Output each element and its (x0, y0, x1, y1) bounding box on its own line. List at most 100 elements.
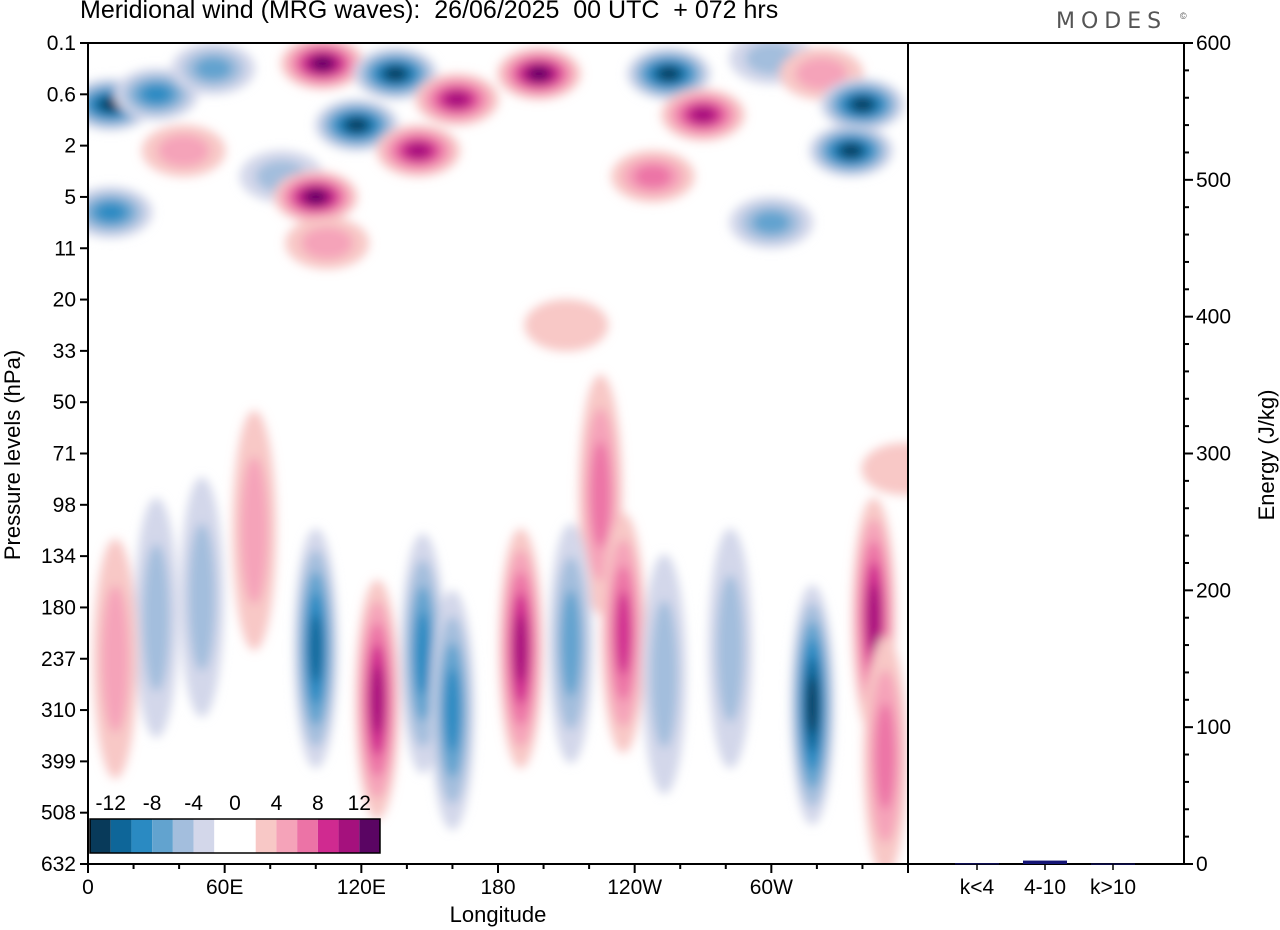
colorbar-label: -4 (184, 792, 203, 815)
wind-anomaly-positive-15 (691, 107, 715, 123)
wind-anomaly-positive-38 (867, 583, 881, 652)
wind-anomaly-positive-32 (514, 614, 528, 683)
wind-anomaly-negative-14 (658, 67, 680, 81)
wind-anomaly-negative-30 (415, 611, 431, 696)
energy-axis: 0 100 200 300 400 500 600 (1184, 32, 1231, 876)
colorbar-swatch (297, 819, 318, 853)
longitude-axis: 0 60E 120E 180 120W 60W (82, 864, 909, 899)
x-tick-label: 120W (607, 876, 662, 899)
colorbar-label: 4 (271, 792, 283, 815)
brand-copyright-mark: © (1180, 11, 1187, 21)
y-tick-label: 0.1 (47, 32, 76, 55)
colorbar-label: -8 (143, 792, 162, 815)
energy-tick-label: 300 (1196, 443, 1231, 466)
brand-logo: MODES (1056, 9, 1168, 34)
wind-anomaly-negative-19 (852, 98, 873, 111)
energy-category-label: 4-10 (1024, 876, 1066, 899)
wind-anomaly-negative-31 (444, 668, 461, 752)
colorbar-swatch (172, 819, 194, 853)
y-tick-label: 310 (41, 699, 76, 722)
y-tick-label: 50 (53, 391, 76, 414)
energy-category-label: k>10 (1090, 876, 1136, 899)
y-axis-title: Pressure levels (hPa) (0, 350, 25, 560)
energy-tick-label: 100 (1196, 716, 1231, 739)
x-tick-label: 60W (750, 876, 793, 899)
y-tick-label: 180 (41, 596, 76, 619)
wind-anomaly-negative-36 (716, 574, 744, 723)
y-tick-label: 71 (53, 443, 76, 466)
colorbar-swatch (214, 819, 256, 853)
colorbar-swatch (276, 819, 298, 853)
energy-tick-label: 500 (1196, 169, 1231, 192)
energy-bar-4-10 (1023, 860, 1067, 864)
x-tick-label: 60E (206, 876, 243, 899)
wind-anomaly-positive-27 (101, 584, 129, 733)
y-tick-label: 0.6 (47, 83, 76, 106)
y-tick-label: 399 (41, 750, 76, 773)
y-tick-label: 33 (53, 340, 76, 363)
wind-anomaly-negative-2 (194, 57, 232, 81)
wind-anomaly-negative-0 (100, 98, 121, 111)
colorbar: -12 -8 -4 0 4 8 12 (89, 792, 381, 854)
energy-bar-k<4 (955, 863, 999, 865)
colorbar-swatch (338, 819, 360, 853)
y-tick-label: 98 (53, 494, 76, 517)
wind-anomaly-positive-13 (528, 67, 550, 81)
y-tick-label: 632 (41, 853, 76, 876)
wind-anomaly-negative-21 (752, 210, 791, 235)
x-tick-label: 0 (82, 876, 94, 899)
colorbar-swatch (152, 819, 173, 853)
wind-anomaly-negative-33 (561, 590, 581, 697)
colorbar-frame (89, 818, 381, 854)
wind-anomaly-positive-23 (590, 441, 611, 548)
colorbar-label: -12 (96, 792, 126, 815)
wind-anomaly-negative-5 (96, 203, 126, 222)
colorbar-swatch (317, 819, 339, 853)
colorbar-swatch (359, 819, 380, 853)
colorbar-swatch (131, 819, 153, 853)
wind-anomaly-positive-16 (634, 164, 672, 189)
wind-anomaly-positive-9 (305, 190, 326, 204)
wind-anomaly-positive-39 (875, 702, 896, 810)
x-tick-label: 180 (480, 876, 515, 899)
colorbar-swatch (255, 819, 277, 853)
energy-axis-title: Energy (J/kg) (1254, 390, 1279, 521)
x-tick-label: 120E (337, 876, 386, 899)
contour-layer (88, 43, 908, 864)
wind-anomaly-positive-12 (445, 92, 469, 107)
wind-anomaly-negative-25 (188, 523, 216, 671)
y-tick-label: 5 (64, 186, 76, 209)
energy-category-label: k<4 (960, 876, 995, 899)
wind-anomaly-positive-10 (406, 143, 431, 159)
y-tick-label: 11 (54, 237, 76, 260)
energy-bars: k<4 4-10 k>10 (955, 860, 1136, 899)
wind-anomaly-negative-28 (309, 614, 323, 683)
y-tick-label: 134 (41, 545, 76, 568)
wind-anomaly-negative-20 (840, 144, 862, 158)
chart-title: Meridional wind (MRG waves): 26/06/2025 … (80, 0, 779, 24)
x-axis-title: Longitude (450, 902, 547, 927)
colorbar-swatch (90, 819, 111, 853)
wind-anomaly-positive-40 (861, 442, 908, 495)
wind-anomaly-negative-8 (346, 118, 367, 132)
colorbar-swatch (110, 819, 132, 853)
wind-anomaly-positive-11 (301, 227, 353, 260)
y-tick-label: 508 (41, 802, 76, 825)
contour-field (88, 43, 908, 864)
energy-tick-label: 600 (1196, 32, 1231, 55)
wind-anomaly-positive-29 (370, 665, 384, 735)
wind-anomaly-negative-1 (141, 85, 171, 104)
wind-anomaly-negative-7 (385, 67, 406, 81)
colorbar-label: 0 (229, 792, 241, 815)
wind-anomaly-positive-24 (240, 456, 268, 605)
wind-anomaly-positive-6 (312, 57, 333, 70)
wind-anomaly-negative-37 (807, 675, 818, 735)
wind-anomaly-negative-35 (650, 600, 678, 748)
energy-tick-label: 400 (1196, 306, 1231, 329)
energy-tick-label: 0 (1196, 853, 1208, 876)
pressure-axis: 0.1 0.6 2 5 11 20 33 50 71 98 134 180 237 310 399 508 63… (41, 32, 88, 876)
wind-anomaly-positive-34 (615, 591, 631, 675)
energy-tick-label: 200 (1196, 579, 1231, 602)
y-tick-label: 237 (41, 648, 76, 671)
